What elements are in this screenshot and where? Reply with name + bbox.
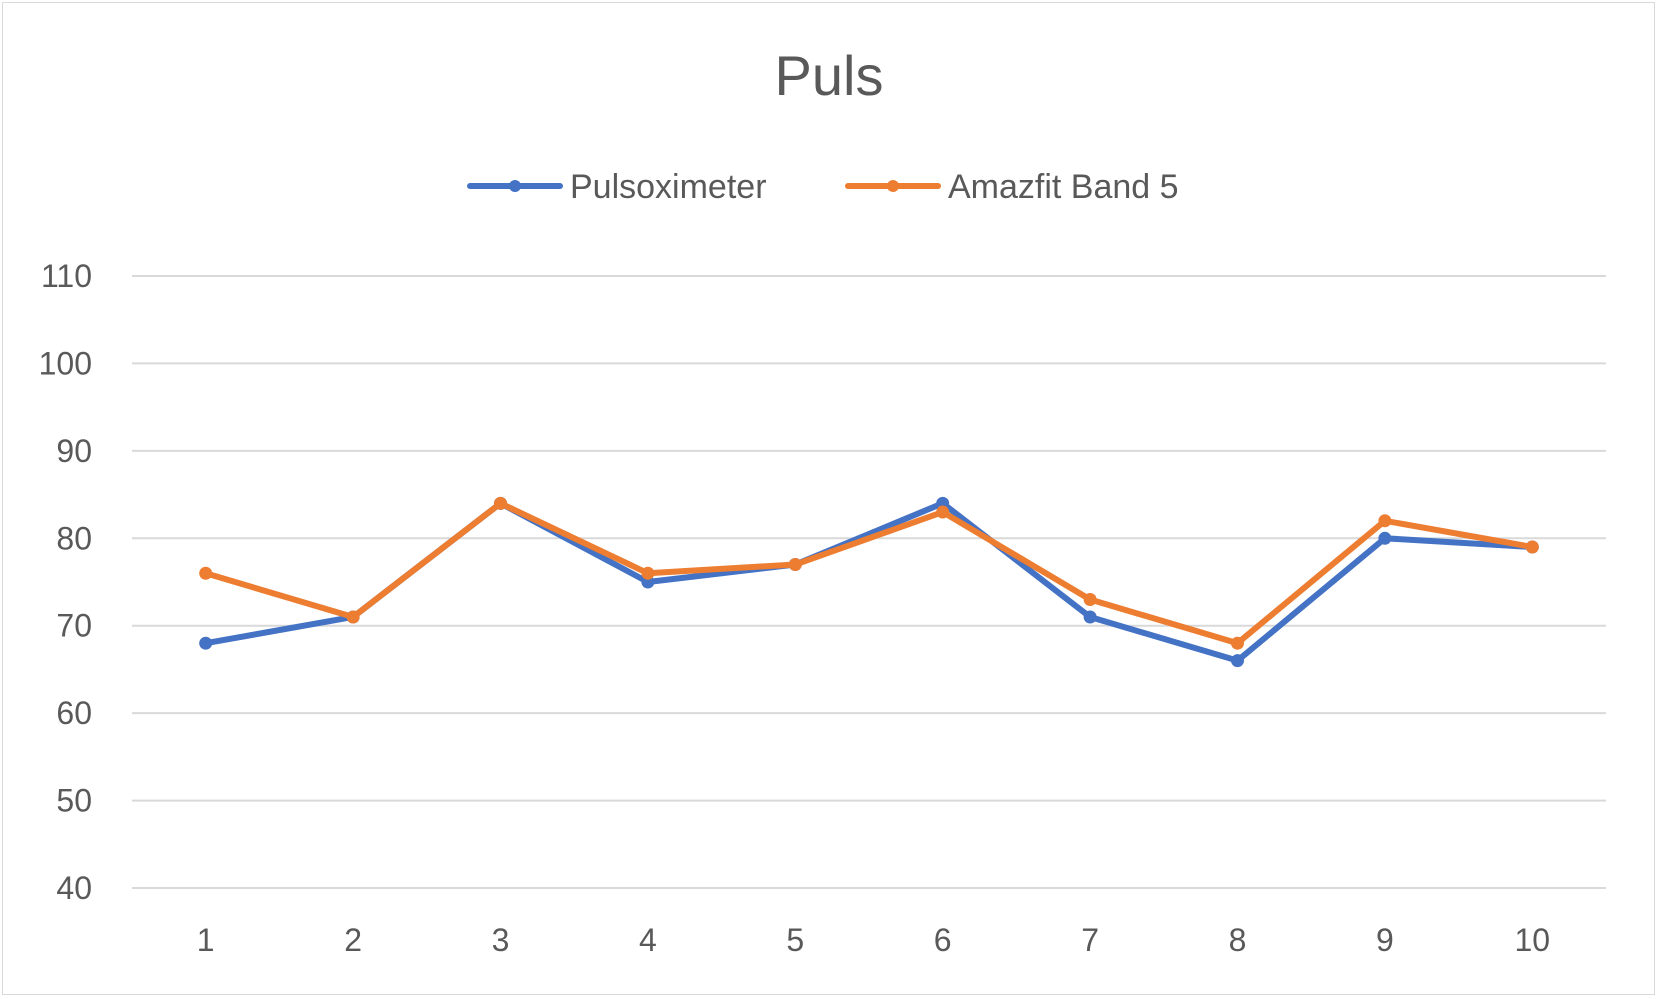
legend-label-amazfit-band-5: Amazfit Band 5 xyxy=(948,168,1179,206)
legend: Pulsoximeter Amazfit Band 5 xyxy=(467,168,1179,206)
data-point-amazfit-band-5-7 xyxy=(1083,592,1097,606)
data-point-pulsoximeter-7 xyxy=(1083,610,1097,624)
legend-marker-amazfit-band-5 xyxy=(887,180,899,192)
gridlines xyxy=(132,275,1606,889)
y-tick-label-90: 90 xyxy=(56,433,92,469)
x-tick-label-4: 4 xyxy=(639,922,657,958)
data-point-pulsoximeter-8 xyxy=(1231,654,1244,668)
data-point-amazfit-band-5-6 xyxy=(936,505,950,519)
data-point-amazfit-band-5-8 xyxy=(1231,636,1244,650)
y-tick-label-70: 70 xyxy=(56,608,92,644)
data-point-amazfit-band-5-9 xyxy=(1378,514,1392,528)
y-tick-label-110: 110 xyxy=(41,258,92,294)
series-line-amazfit-band-5 xyxy=(202,500,1536,647)
x-tick-label-1: 1 xyxy=(197,922,215,958)
data-point-pulsoximeter-9 xyxy=(1378,531,1392,545)
data-point-pulsoximeter-1 xyxy=(199,636,213,650)
y-tick-label-100: 100 xyxy=(39,345,92,381)
data-point-amazfit-band-5-2 xyxy=(346,610,360,624)
chart-title: Puls xyxy=(775,44,884,107)
data-point-amazfit-band-5-4 xyxy=(641,566,655,580)
data-point-amazfit-band-5-10 xyxy=(1525,540,1539,554)
series-amazfit-band-5 xyxy=(199,496,1539,650)
legend-item-amazfit-band-5: Amazfit Band 5 xyxy=(845,168,1179,206)
x-tick-label-2: 2 xyxy=(344,922,362,958)
x-tick-label-7: 7 xyxy=(1081,922,1099,958)
series-line-pulsoximeter xyxy=(202,500,1536,664)
x-tick-label-8: 8 xyxy=(1229,922,1247,958)
y-tick-label-50: 50 xyxy=(56,783,92,819)
x-tick-label-10: 10 xyxy=(1515,922,1551,958)
legend-item-pulsoximeter: Pulsoximeter xyxy=(467,168,767,206)
legend-marker-pulsoximeter xyxy=(509,180,521,192)
data-point-amazfit-band-5-3 xyxy=(494,496,507,510)
y-axis-ticks: 40 50 60 70 80 90 100 110 xyxy=(39,258,92,906)
y-tick-label-60: 60 xyxy=(56,695,92,731)
x-tick-label-5: 5 xyxy=(786,922,804,958)
series-layer xyxy=(199,496,1539,668)
data-point-amazfit-band-5-1 xyxy=(199,566,213,580)
x-axis-ticks: 1 2 3 4 5 6 7 8 9 10 xyxy=(197,922,1550,958)
x-tick-label-6: 6 xyxy=(934,922,952,958)
y-tick-label-40: 40 xyxy=(56,870,92,906)
legend-label-pulsoximeter: Pulsoximeter xyxy=(570,168,767,206)
y-tick-label-80: 80 xyxy=(56,520,92,556)
x-tick-label-3: 3 xyxy=(492,922,510,958)
x-tick-label-9: 9 xyxy=(1376,922,1394,958)
data-point-amazfit-band-5-5 xyxy=(788,558,802,572)
